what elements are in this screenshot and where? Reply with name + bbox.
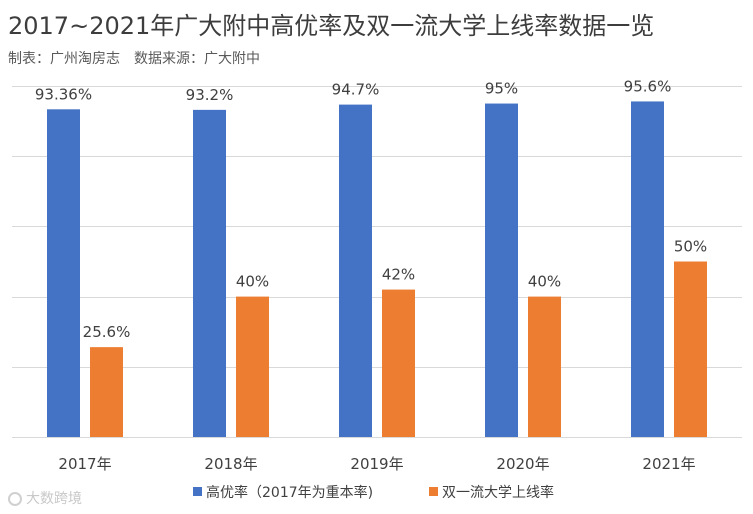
bar-high-score-rate [47, 109, 80, 437]
x-tick-label: 2021年 [642, 455, 695, 473]
legend-label: 高优率（2017年为重本率) [206, 484, 373, 501]
watermark-text: 大数跨境 [26, 491, 82, 507]
bar-double-first-class-rate [528, 296, 561, 437]
legend-label: 双一流大学上线率 [442, 484, 554, 501]
bar-double-first-class-rate [382, 289, 415, 437]
data-label: 93.2% [186, 86, 234, 104]
data-label: 50% [674, 238, 707, 256]
page-title: 2017~2021年广大附中高优率及双一流大学上线率数据一览 [8, 12, 655, 40]
bar-double-first-class-rate [236, 296, 269, 437]
maker-credit: 制表：广州淘房志 [8, 51, 120, 67]
x-tick-label: 2018年 [204, 455, 257, 473]
subtitle: 制表：广州淘房志 数据来源：广大附中 [8, 48, 260, 68]
data-label: 95% [485, 80, 518, 98]
data-label: 94.7% [332, 81, 380, 99]
data-source: 数据来源：广大附中 [134, 51, 260, 67]
bar-double-first-class-rate [90, 347, 123, 437]
data-label: 95.6% [624, 77, 672, 95]
bar-high-score-rate [193, 109, 226, 438]
bar-double-first-class-rate [674, 261, 707, 437]
watermark-logo-icon [8, 492, 22, 506]
legend-swatch [429, 487, 438, 496]
data-label: 25.6% [83, 323, 131, 341]
bar-high-score-rate [485, 103, 518, 438]
data-label: 40% [528, 273, 561, 291]
x-tick-label: 2017年 [58, 455, 111, 473]
bar-high-score-rate [339, 104, 372, 437]
data-label: 42% [382, 266, 415, 284]
legend-swatch [193, 487, 202, 496]
bar-high-score-rate [631, 101, 664, 437]
data-label: 93.36% [35, 85, 92, 103]
x-tick-label: 2020年 [496, 455, 549, 473]
data-label: 40% [236, 273, 269, 291]
x-tick-label: 2019年 [350, 455, 403, 473]
watermark: 大数跨境 [8, 488, 82, 508]
